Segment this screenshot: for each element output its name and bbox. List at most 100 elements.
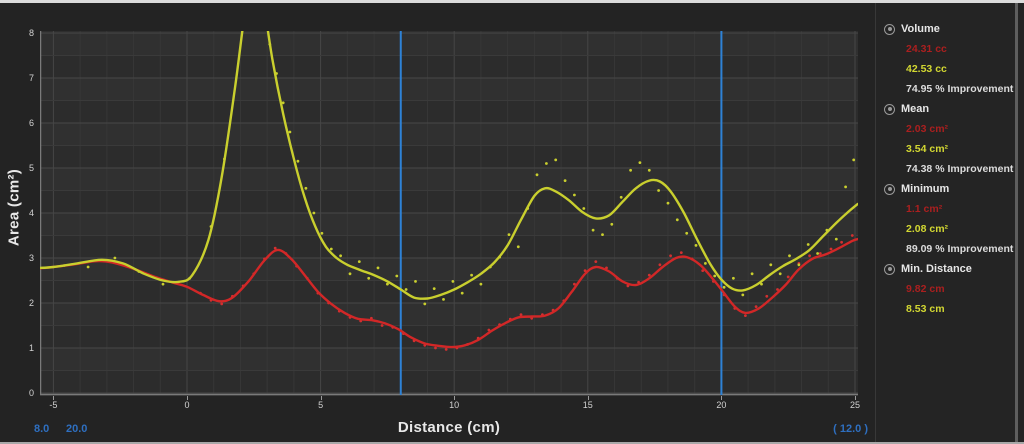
post-treatment-samples-dot bbox=[629, 168, 632, 172]
pre-treatment-samples-dot bbox=[434, 346, 437, 350]
y-tick-label: 2 bbox=[28, 298, 34, 308]
pre-treatment-samples-dot bbox=[594, 260, 598, 263]
measurement-section-header[interactable]: Min. Distance bbox=[876, 259, 1024, 279]
marker-position-label-1: 8.0 bbox=[34, 423, 50, 435]
pre-treatment-samples-dot bbox=[786, 275, 790, 279]
plot-band bbox=[40, 55, 858, 78]
post-treatment-samples-dot bbox=[304, 186, 308, 190]
plot-band bbox=[40, 370, 858, 393]
x-tick-label: 0 bbox=[184, 400, 190, 410]
plot-band bbox=[40, 33, 858, 56]
pre-treatment-samples-dot bbox=[776, 288, 779, 291]
y-tick-label: 8 bbox=[28, 28, 34, 38]
post-treatment-samples-dot bbox=[582, 207, 586, 210]
pre-treatment-samples-dot bbox=[273, 246, 277, 250]
plot-band bbox=[40, 325, 858, 348]
post-treatment-samples-dot bbox=[591, 228, 595, 232]
post-treatment-samples-dot bbox=[675, 218, 679, 222]
measurement-value: 42.53 cc bbox=[906, 63, 947, 75]
y-axis-title: Area (cm²) bbox=[5, 168, 23, 247]
y-tick-label: 7 bbox=[28, 73, 34, 83]
post-treatment-samples-dot bbox=[320, 231, 324, 235]
pre-treatment-samples-dot bbox=[669, 254, 672, 258]
post-treatment-samples-dot bbox=[694, 244, 698, 247]
post-treatment-samples-dot bbox=[395, 274, 399, 278]
post-treatment-samples-dot bbox=[329, 247, 333, 251]
pre-treatment-samples-dot bbox=[744, 314, 747, 317]
post-treatment-samples-dot bbox=[161, 282, 165, 286]
post-treatment-samples-dot bbox=[844, 185, 847, 189]
measurement-value: 8.53 cm bbox=[906, 303, 945, 315]
measurements-sidebar: Volume 24.31 cc 42.53 cc 74.95 % Improveme… bbox=[875, 3, 1024, 442]
post-treatment-samples-dot bbox=[806, 243, 810, 246]
y-tick-label: 3 bbox=[28, 253, 34, 263]
plot-band bbox=[40, 100, 858, 123]
pre-treatment-samples-dot bbox=[818, 252, 822, 255]
y-tick-label: 0 bbox=[28, 388, 34, 398]
post-treatment-area-curve[interactable] bbox=[40, 31, 858, 300]
pre-treatment-samples-dot bbox=[583, 269, 587, 272]
plot-band bbox=[40, 145, 858, 168]
pre-treatment-area-curve[interactable] bbox=[40, 237, 858, 349]
record-dot-icon bbox=[884, 23, 895, 35]
x-tick-label: 15 bbox=[582, 400, 593, 410]
x-axis-title: Distance (cm) bbox=[397, 419, 501, 436]
post-treatment-samples-dot bbox=[769, 263, 773, 267]
pre-treatment-samples-dot bbox=[220, 302, 224, 306]
post-treatment-samples-dot bbox=[367, 276, 371, 280]
marker-position-label-2: 20.0 bbox=[66, 423, 88, 435]
post-treatment-samples-dot bbox=[423, 302, 427, 306]
post-treatment-samples-dot bbox=[573, 193, 576, 197]
post-treatment-samples-dot bbox=[722, 285, 726, 289]
post-treatment-samples-dot bbox=[657, 189, 660, 192]
post-treatment-samples-dot bbox=[516, 245, 520, 249]
post-treatment-samples-dot bbox=[545, 162, 548, 165]
measurement-value: 9.82 cm bbox=[906, 283, 945, 295]
plot-band bbox=[40, 235, 858, 258]
pre-treatment-samples-dot bbox=[380, 324, 384, 327]
pre-treatment-samples-dot bbox=[487, 328, 491, 332]
measurement-value: 2.03 cm² bbox=[906, 123, 949, 135]
area-distance-plot-svg[interactable] bbox=[40, 31, 858, 396]
record-dot-icon bbox=[884, 183, 895, 195]
post-treatment-samples-dot bbox=[610, 222, 614, 226]
post-treatment-samples-dot bbox=[741, 293, 745, 297]
measurement-section: Mean 2.03 cm² 3.54 cm² 74.38 % Improvement bbox=[876, 99, 1024, 179]
post-treatment-samples-dot bbox=[281, 101, 285, 105]
x-tick-mark bbox=[53, 396, 55, 400]
post-treatment-samples-dot bbox=[339, 254, 342, 258]
pre-treatment-samples-dot bbox=[808, 254, 811, 258]
post-treatment-samples-dot bbox=[460, 291, 464, 295]
measurement-section-title: Volume bbox=[901, 23, 940, 35]
y-tick-label: 6 bbox=[28, 118, 34, 128]
post-treatment-samples-dot bbox=[732, 276, 735, 280]
post-treatment-samples-dot bbox=[554, 158, 558, 162]
x-tick-label: 10 bbox=[449, 400, 460, 410]
measurement-section-header[interactable]: Minimum bbox=[876, 179, 1024, 199]
post-treatment-samples-dot bbox=[563, 179, 567, 183]
measurement-section: Volume 24.31 cc 42.53 cc 74.95 % Improveme… bbox=[876, 19, 1024, 99]
measurement-value: 3.54 cm² bbox=[906, 143, 949, 155]
measurement-section-header[interactable]: Volume bbox=[876, 19, 1024, 39]
measurement-value: 1.1 cm² bbox=[906, 203, 943, 215]
y-tick-label: 4 bbox=[28, 208, 34, 218]
x-tick-mark bbox=[187, 396, 188, 400]
post-treatment-samples-dot bbox=[713, 274, 717, 278]
measurement-section-header[interactable]: Mean bbox=[876, 99, 1024, 119]
post-treatment-samples-dot bbox=[348, 272, 352, 276]
y-tick-label: 1 bbox=[28, 343, 34, 353]
measurement-section-title: Mean bbox=[901, 103, 930, 115]
post-treatment-samples-dot bbox=[601, 233, 604, 237]
post-treatment-samples-dot bbox=[470, 273, 473, 277]
pre-treatment-samples-dot bbox=[829, 247, 833, 251]
post-treatment-samples-dot bbox=[638, 161, 642, 165]
post-treatment-samples-dot bbox=[296, 159, 300, 163]
measurement-value: 74.95 % Improvement bbox=[906, 83, 1014, 95]
pre-treatment-samples-dot bbox=[647, 273, 651, 277]
post-treatment-samples-dot bbox=[507, 233, 511, 237]
x-tick-mark bbox=[721, 396, 723, 400]
post-treatment-samples-dot bbox=[414, 280, 417, 283]
pre-treatment-samples-dot bbox=[658, 263, 662, 267]
plot-canvas[interactable] bbox=[40, 31, 858, 396]
sidebar-scrollbar[interactable] bbox=[1015, 3, 1018, 442]
